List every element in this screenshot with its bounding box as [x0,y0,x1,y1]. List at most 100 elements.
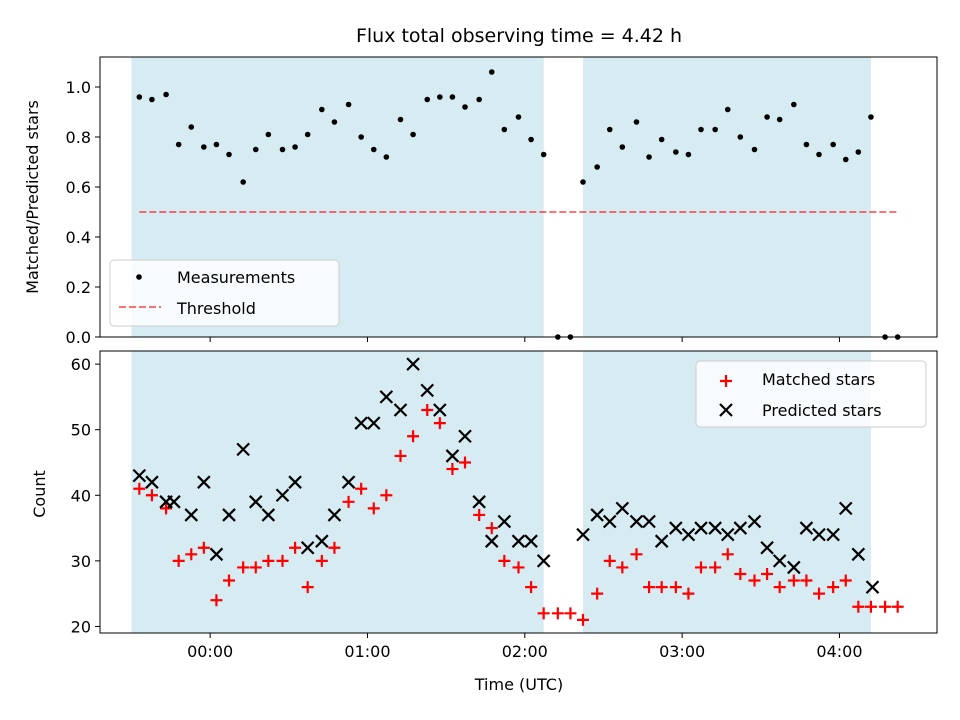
ratio-panel: 0.0 0.2 0.4 0.6 0.8 1.0 Matched/Predicted sta… [23,56,938,347]
matched-legend-marker [720,375,732,387]
predicted-star-point [472,495,486,509]
measurement-point [136,94,143,100]
matched-star-point [616,561,629,574]
y-tick-label: 20 [71,617,91,636]
matched-star-point [249,561,262,574]
ratio-legend: Measurements Threshold [109,259,340,327]
predicted-star-point [708,521,722,535]
predicted-star-point [354,416,368,430]
y-tick-label: 0.2 [66,278,91,297]
matched-star-point [433,417,446,430]
matched-star-point [773,581,786,594]
measurement-point [252,146,259,153]
measurement-point [594,164,600,170]
matched-star-point [512,561,525,574]
matched-star-point [498,554,511,567]
matched-star-point [342,495,355,508]
matched-star-point [172,554,185,567]
predicted-star-point [420,383,435,398]
measurement-point [751,146,758,153]
matched-star-point [761,567,774,580]
chart-title: Flux total observing time = 4.42 h [356,25,682,47]
predicted-star-point [511,534,526,548]
measurement-point [698,126,704,133]
measurement-point [633,119,640,125]
measurement-point [449,94,456,100]
measurement-point [816,151,822,158]
measurement-point [712,126,718,133]
measurement-point [213,141,220,148]
measurement-point [383,154,390,160]
x-tick-label: 01:00 [344,642,390,661]
predicted-star-point [379,390,394,404]
matched-star-point [630,548,643,561]
matched-star-point [591,587,604,600]
matched-star-point [315,554,328,567]
count-x-axis: 00:00 01:00 02:00 03:00 04:00 [187,633,863,661]
predicted-star-point [222,508,236,522]
matched-star-point [160,502,173,515]
measurement-point [646,154,652,160]
predicted-star-point [812,527,826,542]
predicted-star-point [458,429,472,444]
measurement-point [331,119,338,125]
matched-star-point [695,561,708,574]
predicted-star-point [445,449,460,463]
measurement-point [292,144,298,150]
measurement-point [501,126,508,133]
count-panel: 20 30 40 50 60 00:00 01:00 02:00 03:00 04:00 Cou… [30,350,938,694]
y-tick-label: 0.6 [66,178,91,197]
measurement-legend-marker [136,274,142,280]
y-tick-label: 50 [71,421,91,440]
predicted-star-point [733,521,748,535]
matched-star-point [407,430,420,443]
measurement-point [163,91,169,98]
measurement-point [515,114,522,120]
predicted-star-point [760,540,774,555]
count-y-axis-label: Count [30,470,49,518]
y-tick-label: 0.0 [66,328,91,347]
matched-star-point [301,581,314,594]
measurement-point [842,156,849,163]
matched-star-point [682,587,695,600]
matched-star-point [577,613,590,626]
matched-star-point [473,508,486,521]
matched-star-point [734,567,747,580]
predicted-legend-marker [719,403,733,417]
matched-star-point [891,600,904,613]
matched-star-point [800,574,813,587]
x-tick-label: 02:00 [502,642,548,661]
measurement-point [528,136,534,143]
predicted-star-point [433,403,447,417]
predicted-star-point [669,521,683,535]
measurement-point [424,96,431,103]
matched-star-point [446,463,459,476]
predicted-star-point [772,554,787,568]
predicted-star-point [197,475,211,489]
predicted-star-point [602,514,617,529]
measurement-point [830,141,836,148]
predicted-star-point [288,475,302,489]
predicted-star-point [799,521,814,535]
x-tick-label: 00:00 [187,642,233,661]
predicted-star-point [720,527,735,542]
predicted-star-point [576,527,590,542]
predicted-star-point [838,501,853,516]
count-x-axis-label: Time (UTC) [474,675,563,694]
measurement-point [868,114,874,120]
predicted-star-point [484,534,499,548]
ratio-y-axis-label: Matched/Predicted stars [23,100,42,294]
matched-star-point [485,522,498,535]
measurement-point [462,104,468,110]
matched-star-point [721,548,734,561]
count-y-axis: 20 30 40 50 60 [71,355,100,636]
measurement-point [673,149,679,155]
matched-star-point [839,574,852,587]
matched-star-point [709,561,722,574]
measurement-point [370,146,377,153]
measurement-point [279,146,286,153]
matched-star-point [827,581,840,594]
matched-star-point [655,581,668,594]
y-tick-label: 30 [71,552,91,571]
observing-window-band [131,351,544,633]
